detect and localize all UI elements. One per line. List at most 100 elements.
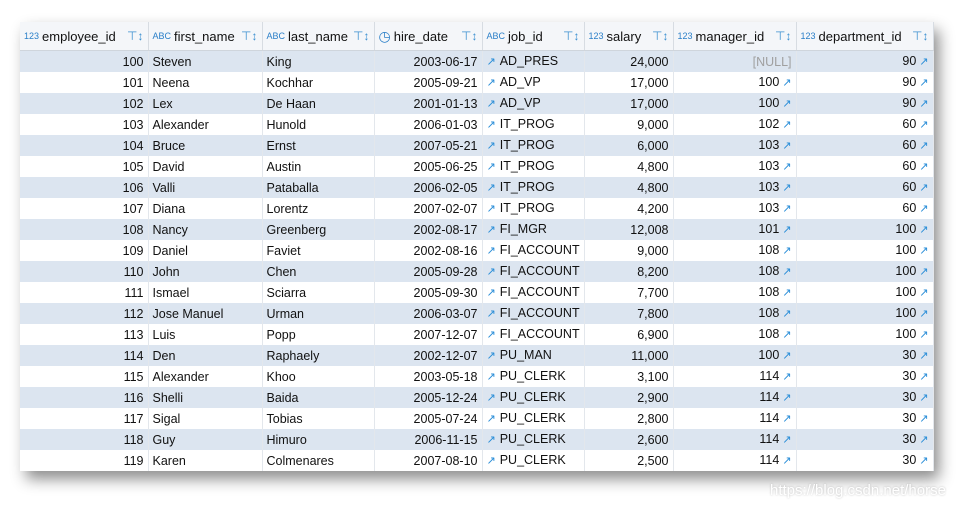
cell-department_id[interactable]: 30 ↗	[796, 387, 934, 408]
open-reference-icon[interactable]: ↗	[782, 161, 792, 173]
cell-job_id[interactable]: ↗ FI_ACCOUNT	[482, 240, 585, 261]
table-row[interactable]: 108 Nancy Greenberg 2002-08-17 ↗ FI_MGR 12,008…	[20, 219, 934, 240]
open-reference-icon[interactable]: ↗	[486, 182, 496, 194]
cell-employee_id[interactable]: 109	[20, 240, 149, 261]
cell-salary[interactable]: 12,008	[584, 219, 674, 240]
open-reference-icon[interactable]: ↗	[919, 413, 929, 425]
cell-job_id[interactable]: ↗ IT_PROG	[482, 198, 585, 219]
cell-employee_id[interactable]: 117	[20, 408, 149, 429]
cell-hire_date[interactable]: 2007-02-07	[374, 198, 483, 219]
table-row[interactable]: 110 John Chen 2005-09-28 ↗ FI_ACCOUNT 8,200 108…	[20, 261, 934, 282]
open-reference-icon[interactable]: ↗	[486, 245, 496, 257]
cell-first_name[interactable]: Steven	[148, 50, 263, 72]
cell-manager_id[interactable]: 103 ↗	[673, 135, 797, 156]
cell-department_id[interactable]: 30 ↗	[796, 429, 934, 450]
cell-last_name[interactable]: Chen	[262, 261, 375, 282]
cell-hire_date[interactable]: 2003-05-18	[374, 366, 483, 387]
open-reference-icon[interactable]: ↗	[782, 350, 792, 362]
cell-hire_date[interactable]: 2005-06-25	[374, 156, 483, 177]
cell-first_name[interactable]: Ismael	[148, 282, 263, 303]
open-reference-icon[interactable]: ↗	[486, 413, 496, 425]
cell-salary[interactable]: 4,200	[584, 198, 674, 219]
table-row[interactable]: 103 Alexander Hunold 2006-01-03 ↗ IT_PROG 9,00…	[20, 114, 934, 135]
open-reference-icon[interactable]: ↗	[919, 77, 929, 89]
open-reference-icon[interactable]: ↗	[782, 455, 792, 467]
open-reference-icon[interactable]: ↗	[919, 434, 929, 446]
cell-first_name[interactable]: Alexander	[148, 366, 263, 387]
open-reference-icon[interactable]: ↗	[919, 140, 929, 152]
cell-department_id[interactable]: 100 ↗	[796, 282, 934, 303]
cell-salary[interactable]: 6,900	[584, 324, 674, 345]
cell-department_id[interactable]: 30 ↗	[796, 450, 934, 471]
cell-salary[interactable]: 2,500	[584, 450, 674, 471]
cell-job_id[interactable]: ↗ PU_CLERK	[482, 450, 585, 471]
filter-sort-icon[interactable]: ⊤↕	[353, 29, 370, 43]
open-reference-icon[interactable]: ↗	[486, 392, 496, 404]
cell-employee_id[interactable]: 113	[20, 324, 149, 345]
open-reference-icon[interactable]: ↗	[919, 182, 929, 194]
cell-department_id[interactable]: 100 ↗	[796, 261, 934, 282]
cell-last_name[interactable]: Baida	[262, 387, 375, 408]
cell-salary[interactable]: 2,800	[584, 408, 674, 429]
cell-department_id[interactable]: 30 ↗	[796, 408, 934, 429]
cell-hire_date[interactable]: 2007-05-21	[374, 135, 483, 156]
cell-job_id[interactable]: ↗ FI_MGR	[482, 219, 585, 240]
open-reference-icon[interactable]: ↗	[782, 224, 792, 236]
table-row[interactable]: 102 Lex De Haan 2001-01-13 ↗ AD_VP 17,000 100 ↗ 9…	[20, 93, 934, 114]
table-row[interactable]: 115 Alexander Khoo 2003-05-18 ↗ PU_CLERK 3,100…	[20, 366, 934, 387]
cell-manager_id[interactable]: 101 ↗	[673, 219, 797, 240]
open-reference-icon[interactable]: ↗	[919, 224, 929, 236]
open-reference-icon[interactable]: ↗	[782, 77, 792, 89]
cell-manager_id[interactable]: 100 ↗	[673, 72, 797, 93]
open-reference-icon[interactable]: ↗	[782, 266, 792, 278]
cell-department_id[interactable]: 100 ↗	[796, 240, 934, 261]
cell-salary[interactable]: 17,000	[584, 93, 674, 114]
cell-employee_id[interactable]: 119	[20, 450, 149, 471]
cell-salary[interactable]: 9,000	[584, 114, 674, 135]
cell-job_id[interactable]: ↗ FI_ACCOUNT	[482, 324, 585, 345]
cell-first_name[interactable]: Diana	[148, 198, 263, 219]
cell-last_name[interactable]: Pataballa	[262, 177, 375, 198]
open-reference-icon[interactable]: ↗	[486, 140, 496, 152]
cell-hire_date[interactable]: 2001-01-13	[374, 93, 483, 114]
open-reference-icon[interactable]: ↗	[919, 203, 929, 215]
filter-sort-icon[interactable]: ⊤↕	[912, 29, 929, 43]
cell-last_name[interactable]: Kochhar	[262, 72, 375, 93]
cell-last_name[interactable]: Raphaely	[262, 345, 375, 366]
open-reference-icon[interactable]: ↗	[782, 392, 792, 404]
cell-first_name[interactable]: Jose Manuel	[148, 303, 263, 324]
cell-manager_id[interactable]: 108 ↗	[673, 303, 797, 324]
cell-manager_id[interactable]: 100 ↗	[673, 93, 797, 114]
cell-first_name[interactable]: Valli	[148, 177, 263, 198]
cell-first_name[interactable]: Daniel	[148, 240, 263, 261]
cell-salary[interactable]: 24,000	[584, 50, 674, 72]
cell-manager_id[interactable]: 108 ↗	[673, 240, 797, 261]
open-reference-icon[interactable]: ↗	[919, 392, 929, 404]
cell-hire_date[interactable]: 2002-08-17	[374, 219, 483, 240]
open-reference-icon[interactable]: ↗	[782, 308, 792, 320]
cell-salary[interactable]: 11,000	[584, 345, 674, 366]
filter-sort-icon[interactable]: ⊤↕	[652, 29, 669, 43]
cell-last_name[interactable]: Austin	[262, 156, 375, 177]
cell-manager_id[interactable]: 114 ↗	[673, 408, 797, 429]
open-reference-icon[interactable]: ↗	[782, 371, 792, 383]
filter-sort-icon[interactable]: ⊤↕	[775, 29, 792, 43]
cell-employee_id[interactable]: 110	[20, 261, 149, 282]
table-row[interactable]: 107 Diana Lorentz 2007-02-07 ↗ IT_PROG 4,200 10…	[20, 198, 934, 219]
open-reference-icon[interactable]: ↗	[486, 98, 496, 110]
cell-job_id[interactable]: ↗ PU_CLERK	[482, 429, 585, 450]
cell-manager_id[interactable]: 100 ↗	[673, 345, 797, 366]
cell-last_name[interactable]: Tobias	[262, 408, 375, 429]
cell-department_id[interactable]: 30 ↗	[796, 366, 934, 387]
cell-first_name[interactable]: David	[148, 156, 263, 177]
table-row[interactable]: 116 Shelli Baida 2005-12-24 ↗ PU_CLERK 2,900 11…	[20, 387, 934, 408]
open-reference-icon[interactable]: ↗	[919, 98, 929, 110]
cell-hire_date[interactable]: 2006-03-07	[374, 303, 483, 324]
open-reference-icon[interactable]: ↗	[919, 56, 929, 68]
cell-last_name[interactable]: Popp	[262, 324, 375, 345]
cell-manager_id[interactable]: 114 ↗	[673, 387, 797, 408]
cell-salary[interactable]: 2,900	[584, 387, 674, 408]
cell-last_name[interactable]: Ernst	[262, 135, 375, 156]
open-reference-icon[interactable]: ↗	[919, 119, 929, 131]
open-reference-icon[interactable]: ↗	[486, 224, 496, 236]
